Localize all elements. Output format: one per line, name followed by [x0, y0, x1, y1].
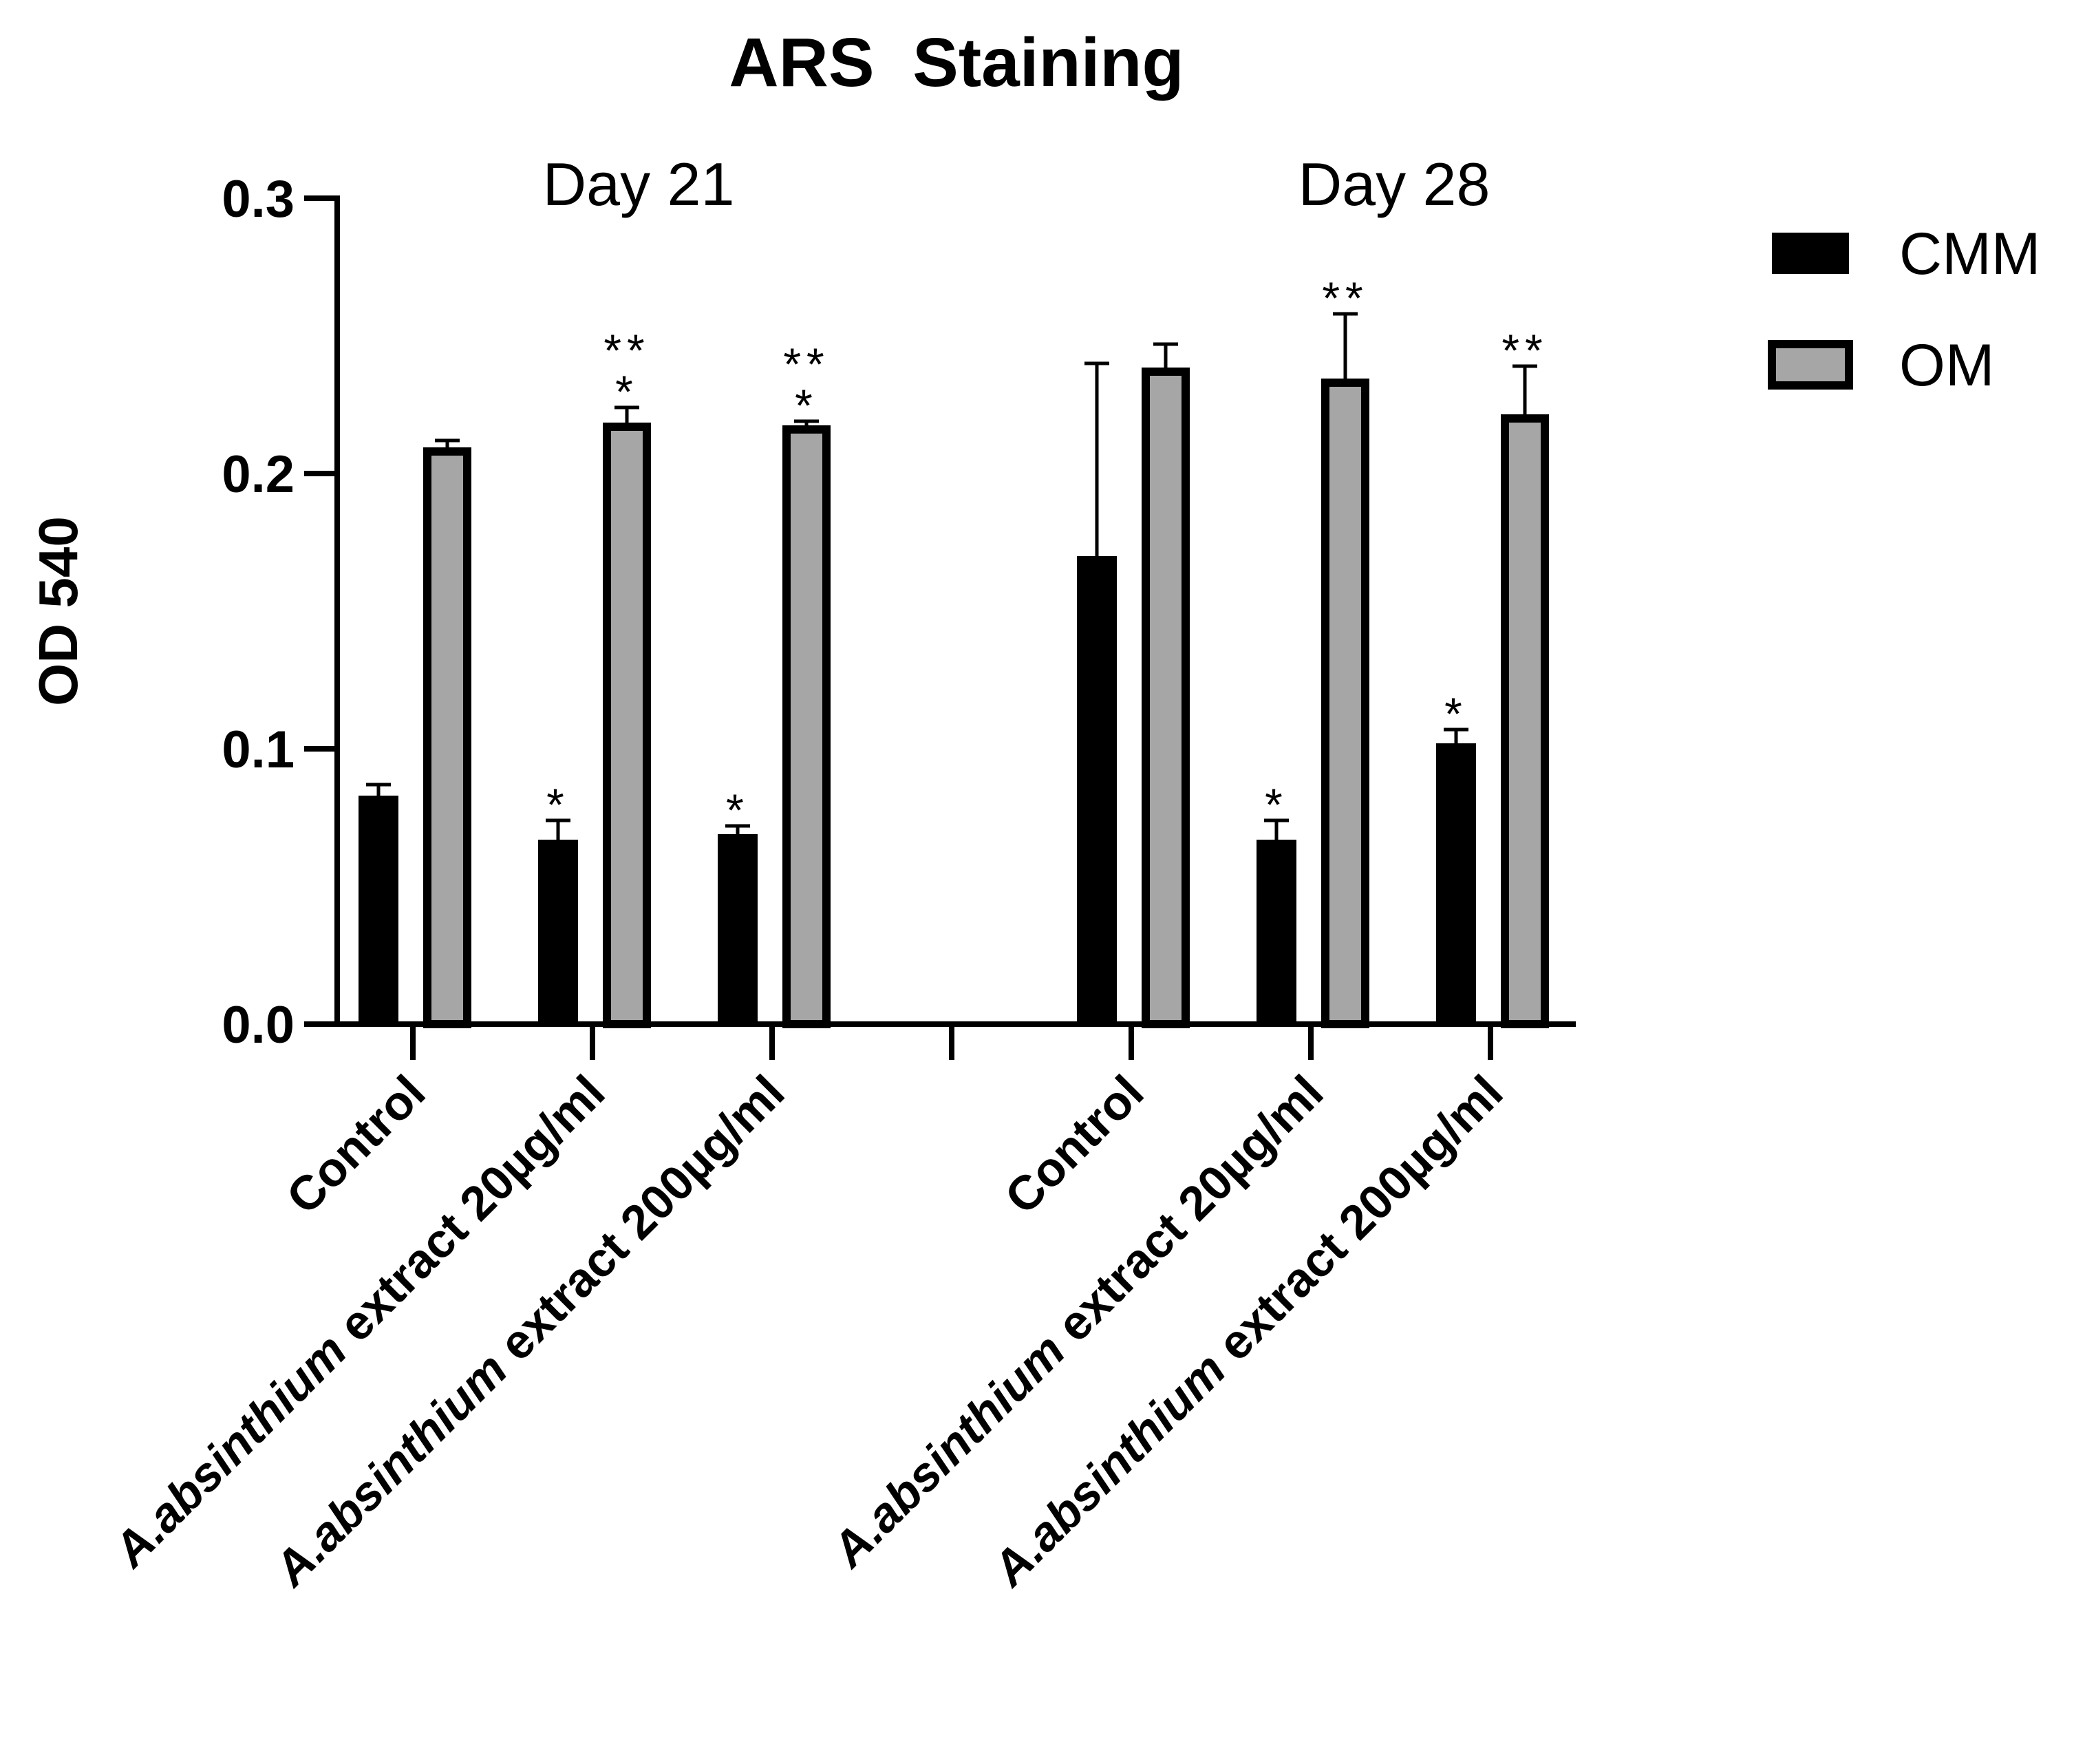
legend-swatch-cmm — [1772, 233, 1849, 274]
significance-label: * — [1444, 688, 1468, 739]
significance-label: * — [546, 779, 570, 830]
cmm-bar — [1436, 743, 1476, 1024]
category-text-part: Control — [995, 1065, 1154, 1224]
legend: CMM OM — [1768, 221, 2040, 399]
x-category-label: Control — [277, 1065, 436, 1224]
om-bar — [782, 425, 831, 1028]
cmm-bar — [1077, 556, 1117, 1024]
legend-label-om: OM — [1899, 332, 1995, 399]
category-text-part: Control — [277, 1065, 436, 1224]
y-tick-label: 0.0 — [222, 996, 295, 1054]
significance-label: * — [726, 785, 749, 836]
cmm-bar — [1257, 840, 1296, 1024]
om-bar — [1142, 368, 1190, 1028]
y-axis-label: OD 540 — [28, 516, 89, 706]
legend-swatch-om — [1768, 340, 1853, 390]
om-bar — [423, 447, 471, 1028]
y-tick-label: 0.2 — [222, 445, 295, 504]
cmm-bar — [718, 834, 758, 1024]
plot-area: 0.00.10.20.3 Day 21 Day 28* * ************Co… — [102, 150, 1576, 1597]
significance-label: ** — [1501, 325, 1548, 376]
y-tick-label: 0.3 — [222, 170, 295, 229]
category-text-part: extract 200µg/ml — [1198, 1065, 1513, 1380]
chart-title: ARS Staining — [729, 24, 1184, 101]
group-label: Day 21 — [543, 150, 735, 218]
significance-label: * — [1265, 779, 1288, 830]
om-bar — [603, 423, 651, 1028]
significance-label: ** — [1322, 273, 1368, 323]
significance-label: ** — [603, 325, 650, 376]
legend-label-cmm: CMM — [1899, 221, 2040, 287]
group-label: Day 28 — [1298, 150, 1490, 218]
significance-label: * — [795, 380, 818, 431]
cmm-bar — [538, 840, 578, 1024]
om-bar — [1321, 379, 1369, 1028]
significance-label: * — [615, 366, 639, 417]
significance-label: ** — [783, 339, 829, 390]
y-tick-label: 0.1 — [222, 721, 295, 779]
om-bar — [1501, 414, 1549, 1028]
cmm-bar — [359, 796, 398, 1024]
category-text-part: extract 200µg/ml — [480, 1065, 795, 1380]
x-category-label: Control — [995, 1065, 1154, 1224]
